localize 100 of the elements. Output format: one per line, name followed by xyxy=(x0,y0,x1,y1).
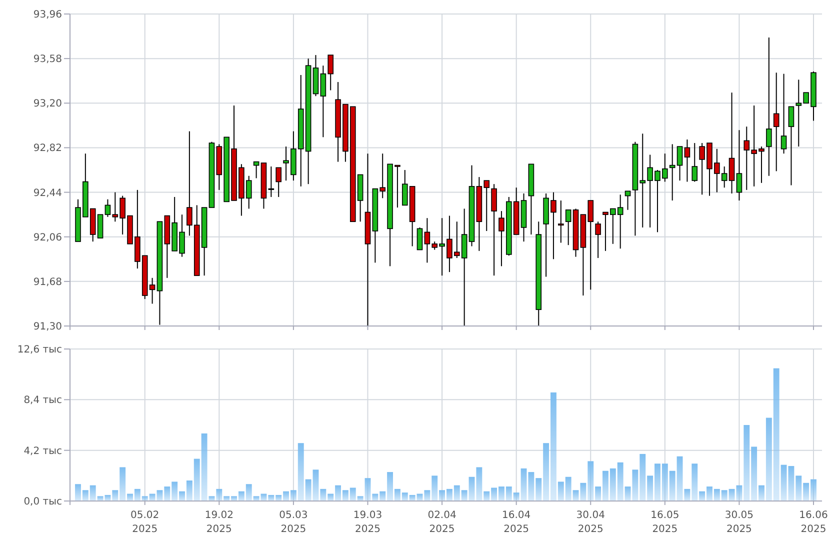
bar xyxy=(156,490,163,501)
bar xyxy=(780,464,787,501)
y-tick-label: 91,68 xyxy=(33,276,62,288)
candlestick xyxy=(268,166,274,198)
bar xyxy=(758,485,764,501)
x-tick-label: 19.02 2025 xyxy=(204,510,234,535)
bar xyxy=(454,485,460,501)
bar xyxy=(342,490,348,501)
bar xyxy=(238,491,244,501)
bar xyxy=(803,482,810,501)
bar xyxy=(558,482,564,501)
candlestick xyxy=(595,221,601,258)
bar xyxy=(432,476,438,501)
bar xyxy=(290,490,296,501)
bar xyxy=(647,476,654,501)
bar xyxy=(283,491,289,501)
bar xyxy=(268,494,274,501)
bar xyxy=(632,470,638,501)
candlestick xyxy=(276,167,282,198)
bar xyxy=(796,476,802,501)
x-tick-label: 19.03 2025 xyxy=(353,510,382,535)
bar xyxy=(75,484,81,501)
x-tick-label: 16.05 2025 xyxy=(650,510,680,535)
bar xyxy=(276,494,282,501)
bar xyxy=(699,491,706,501)
y-tick-label: 92,06 xyxy=(33,232,62,244)
bar xyxy=(766,418,772,501)
y-tick-label: 92,82 xyxy=(33,143,62,154)
y-tick-label: 93,96 xyxy=(33,10,62,20)
candlestick xyxy=(558,200,564,244)
bar xyxy=(536,478,542,501)
x-tick-label: 16.06 2025 xyxy=(799,510,828,535)
x-tick-label: 30.04 2025 xyxy=(576,510,605,535)
candlestick xyxy=(728,92,735,194)
bar xyxy=(112,490,118,501)
bar xyxy=(498,486,504,501)
bar xyxy=(506,486,512,501)
bar xyxy=(439,490,446,501)
bar xyxy=(588,461,594,501)
candlestick xyxy=(624,190,631,210)
candlestick xyxy=(692,142,698,182)
bar xyxy=(134,488,140,501)
bar xyxy=(328,494,334,501)
candlestick xyxy=(676,146,683,182)
bar xyxy=(224,496,230,501)
candlestick xyxy=(253,161,260,179)
candlestick xyxy=(491,184,497,276)
bar xyxy=(513,492,520,501)
bar xyxy=(565,476,572,501)
bar xyxy=(684,488,690,501)
bar xyxy=(446,488,452,501)
bar xyxy=(380,491,386,501)
x-tick-label: 16.04 2025 xyxy=(502,510,531,535)
x-tick-label: 05.02 2025 xyxy=(130,510,160,535)
bar xyxy=(617,462,624,501)
bar xyxy=(305,479,312,501)
y-tick-label: 93,58 xyxy=(33,54,62,66)
y-tick-label: 0,0 тыс xyxy=(24,496,62,508)
y-tick-label: 91,30 xyxy=(33,322,62,332)
bar xyxy=(610,468,616,501)
bar xyxy=(736,485,742,501)
bar xyxy=(692,464,698,501)
bar xyxy=(298,443,304,501)
candlestick xyxy=(684,139,690,182)
bar xyxy=(602,470,608,501)
y-tick-label: 12,6 тыс xyxy=(17,344,62,356)
bar xyxy=(142,496,148,501)
candlestick xyxy=(565,209,572,246)
candlestick xyxy=(766,36,772,176)
bar xyxy=(706,486,712,501)
bar xyxy=(179,491,185,501)
candlestick xyxy=(416,226,423,250)
bar xyxy=(714,488,720,501)
bar xyxy=(402,492,408,501)
bar xyxy=(662,464,668,501)
bar xyxy=(744,425,750,501)
bar xyxy=(312,470,319,501)
bar xyxy=(335,485,341,501)
bar xyxy=(572,490,579,501)
bar xyxy=(216,488,222,501)
bar xyxy=(320,488,326,501)
bar xyxy=(231,496,237,501)
bar xyxy=(364,478,371,501)
bar xyxy=(461,490,468,501)
bar xyxy=(810,479,816,501)
y-tick-label: 93,20 xyxy=(33,98,62,110)
bar xyxy=(194,458,200,501)
candlestick xyxy=(736,130,742,201)
bar xyxy=(350,488,356,501)
bar xyxy=(372,494,378,501)
bar xyxy=(550,392,556,501)
bar xyxy=(468,476,475,501)
bar xyxy=(387,472,393,501)
bar xyxy=(491,488,498,501)
bar xyxy=(97,496,104,501)
bar xyxy=(676,456,683,501)
bar xyxy=(654,464,660,501)
bar xyxy=(595,486,602,501)
candlestick xyxy=(780,73,787,154)
bar xyxy=(580,482,586,501)
